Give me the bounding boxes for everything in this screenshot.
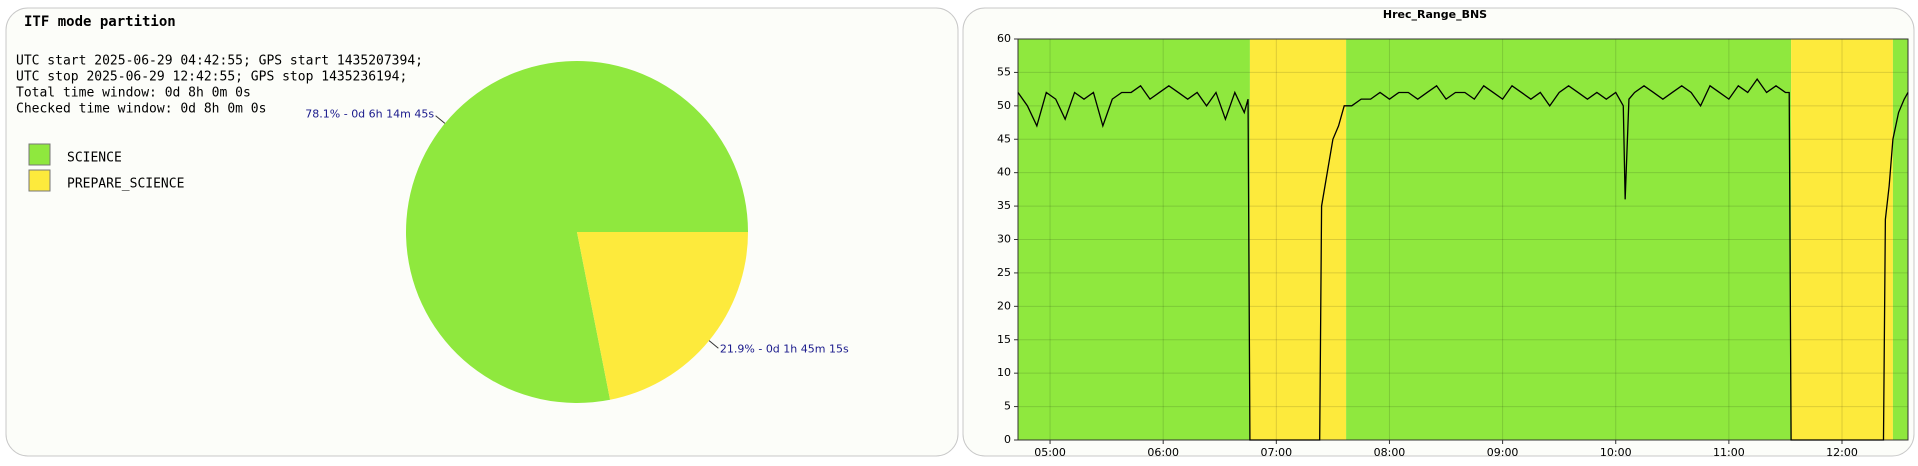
x-tick-label: 05:00: [1034, 446, 1066, 459]
y-tick-label: 5: [1004, 400, 1011, 413]
y-tick-label: 60: [997, 32, 1011, 45]
line-title: Hrec_Range_BNS: [1383, 8, 1487, 21]
pie-slice: [577, 232, 748, 400]
legend-swatch: [28, 169, 51, 192]
info-line: Checked time window: 0d 8h 0m 0s: [16, 102, 266, 117]
y-tick-label: 50: [997, 99, 1011, 112]
mode-band: [1346, 39, 1792, 440]
data-line: [1017, 77, 1909, 441]
info-line: UTC stop 2025-06-29 12:42:55; GPS stop 1…: [16, 70, 407, 85]
info-line: Total time window: 0d 8h 0m 0s: [16, 86, 251, 101]
plot-frame: [1017, 38, 1909, 441]
x-tick-label: 07:00: [1260, 446, 1292, 459]
y-tick-label: 55: [997, 65, 1011, 78]
y-tick-label: 35: [997, 199, 1011, 212]
y-tick-label: 0: [1004, 433, 1011, 446]
label-leader: [708, 340, 719, 349]
x-tick-label: 12:00: [1826, 446, 1858, 459]
legend-label: PREPARE_SCIENCE: [67, 177, 184, 192]
y-tick-label: 45: [997, 132, 1011, 145]
y-tick-label: 25: [997, 266, 1011, 279]
label-leader: [435, 115, 446, 124]
x-tick-label: 06:00: [1147, 446, 1179, 459]
y-tick-label: 15: [997, 333, 1011, 346]
x-tick-label: 09:00: [1487, 446, 1519, 459]
mode-band: [1892, 39, 1908, 440]
pie-title: ITF mode partition: [24, 14, 176, 30]
info-line: UTC start 2025-06-29 04:42:55; GPS start…: [16, 54, 423, 69]
legend-label: SCIENCE: [67, 151, 122, 166]
mode-band: [1018, 39, 1250, 440]
slice-label: 21.9% - 0d 1h 45m 15s: [720, 342, 849, 355]
slice-label: 78.1% - 0d 6h 14m 45s: [305, 108, 434, 121]
y-tick-label: 20: [997, 299, 1011, 312]
mode-band: [1249, 39, 1347, 440]
x-tick-label: 08:00: [1374, 446, 1406, 459]
y-tick-label: 30: [997, 233, 1011, 246]
y-tick-label: 10: [997, 366, 1011, 379]
legend-swatch: [28, 143, 51, 166]
x-tick-label: 11:00: [1713, 446, 1745, 459]
pie-slice: [406, 61, 748, 404]
mode-band: [1791, 39, 1893, 440]
x-tick-label: 10:00: [1600, 446, 1632, 459]
y-tick-label: 40: [997, 166, 1011, 179]
